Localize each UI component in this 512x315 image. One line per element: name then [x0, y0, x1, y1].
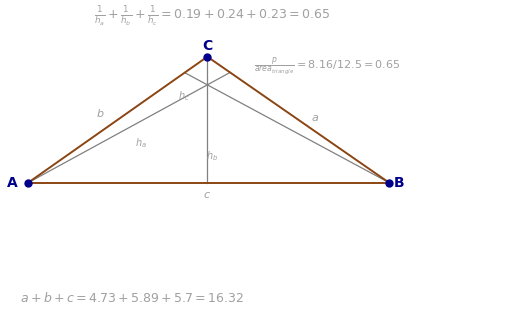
Text: $c$: $c$: [203, 190, 211, 200]
Text: $a$: $a$: [311, 113, 319, 123]
Text: $h_c$: $h_c$: [178, 89, 190, 103]
Text: $a + b + c = 4.73 + 5.89 + 5.7 = 16.32$: $a + b + c = 4.73 + 5.89 + 5.7 = 16.32$: [20, 291, 245, 305]
Text: C: C: [202, 39, 212, 53]
Text: A: A: [8, 176, 18, 190]
Text: $h_b$: $h_b$: [206, 149, 219, 163]
Text: $\frac{p}{area_{triangle}} = 8.16/12.5 = 0.65$: $\frac{p}{area_{triangle}} = 8.16/12.5 =…: [254, 55, 401, 77]
Text: $\frac{1}{h_a} + \frac{1}{h_b} + \frac{1}{h_c} = 0.19 + 0.24 + 0.23 = 0.65$: $\frac{1}{h_a} + \frac{1}{h_b} + \frac{1…: [94, 5, 331, 29]
Text: $b$: $b$: [96, 107, 104, 119]
Text: $h_a$: $h_a$: [135, 136, 147, 150]
Text: B: B: [394, 176, 404, 190]
